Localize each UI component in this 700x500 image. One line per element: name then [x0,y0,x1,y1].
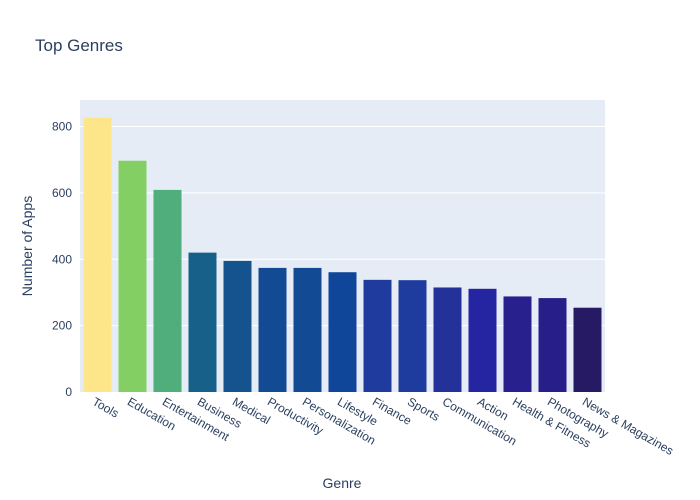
bar-sports [398,280,427,392]
bar-entertainment [153,189,182,392]
bar-photography [538,298,567,392]
bars [83,117,602,392]
bar-personalization [293,267,322,392]
x-axis-ticks: Tools EducationEntertainmentBusinessMedic… [90,394,676,457]
chart-title: Top Genres [35,36,123,55]
y-tick-label: 200 [52,319,72,333]
bar-productivity [258,267,287,392]
y-axis-ticks: 0 200 400 600 800 [52,120,72,399]
bar-health-fitness [503,296,532,392]
x-axis-title: Genre [323,475,362,491]
bar-finance [363,279,392,392]
bar-tools [83,117,112,392]
y-tick-label: 600 [52,186,72,200]
x-tick-label: Finance [370,394,414,428]
bar-communication [433,287,462,392]
y-tick-label: 0 [65,385,72,399]
y-axis-title: Number of Apps [19,196,35,296]
y-tick-label: 400 [52,252,72,266]
bar-education [118,160,147,392]
y-tick-label: 800 [52,120,72,134]
bar-news-magazines [573,307,602,392]
bar-action [468,288,497,392]
x-tick-label: Tools [90,394,121,420]
bar-lifestyle [328,272,357,392]
bar-medical [223,260,252,392]
bar-business [188,252,217,392]
